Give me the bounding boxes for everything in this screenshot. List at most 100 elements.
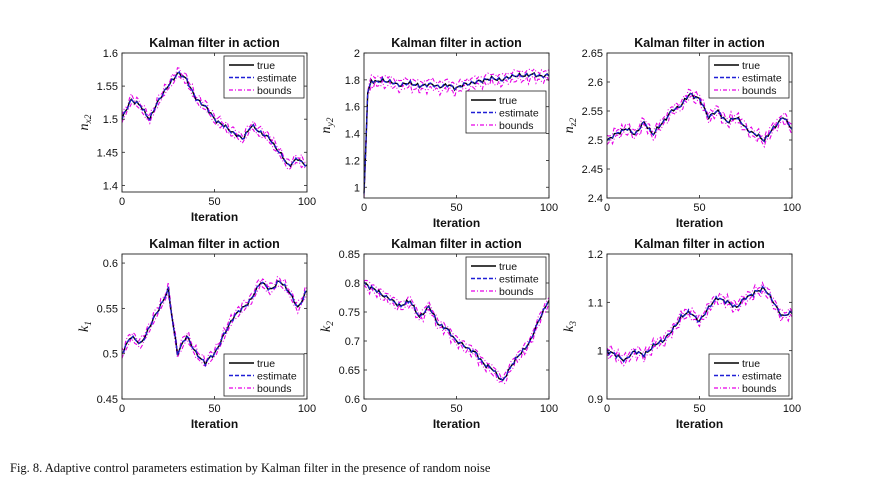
- y-tick-label: 2: [354, 48, 360, 60]
- x-tick-label: 100: [540, 403, 558, 415]
- y-axis-label-main: n: [77, 123, 92, 130]
- series-bounds-upper: [606, 281, 793, 358]
- series-estimate: [121, 279, 308, 368]
- legend-label-true: true: [257, 60, 275, 72]
- x-axis-label: Iteration: [191, 210, 238, 224]
- y-tick-label: 1.6: [103, 48, 118, 60]
- y-axis-label-main: k: [319, 325, 334, 332]
- series-bounds-lower: [121, 76, 308, 171]
- y-axis-label: k2: [319, 321, 336, 332]
- chart-title: Kalman filter in action: [391, 237, 522, 251]
- series-bounds-lower: [363, 72, 550, 199]
- series-bounds-upper: [121, 67, 308, 164]
- x-tick-label: 50: [693, 202, 705, 214]
- y-tick-label: 0.75: [339, 307, 360, 319]
- y-tick-label: 2.65: [582, 48, 603, 60]
- chart-panel-1: Kalman filter in action 0 50 100 1.4 1.45 1.5 1…: [77, 36, 316, 224]
- x-tick-label: 100: [783, 403, 801, 415]
- y-tick-label: 1.45: [97, 147, 118, 159]
- y-tick-label: 1.2: [345, 155, 360, 167]
- x-axis-label: Iteration: [433, 417, 480, 431]
- figure-caption: Fig. 8. Adaptive control parameters esti…: [10, 461, 491, 475]
- y-tick-label: 2.45: [582, 164, 603, 176]
- y-tick-label: 2.5: [588, 135, 603, 147]
- legend-label-bounds: bounds: [499, 120, 533, 132]
- chart-title: Kalman filter in action: [149, 36, 280, 50]
- chart-panel-3: Kalman filter in action 0 50 100 2.4 2.45 2.5 2…: [562, 36, 801, 230]
- y-tick-label: 1.5: [103, 114, 118, 126]
- legend-label-bounds: bounds: [257, 383, 291, 395]
- x-tick-label: 100: [298, 196, 316, 208]
- y-tick-label: 1: [354, 182, 360, 194]
- series-bounds-upper: [606, 88, 793, 139]
- y-axis-label: nz2: [562, 118, 579, 134]
- legend-label-bounds: bounds: [499, 286, 533, 298]
- y-axis-label-sub: y2: [326, 117, 336, 127]
- x-axis-label: Iteration: [676, 417, 723, 431]
- y-tick-label: 2.4: [588, 193, 603, 205]
- y-tick-label: 0.65: [339, 365, 360, 377]
- x-tick-label: 100: [298, 403, 316, 415]
- series-bounds-upper: [363, 279, 550, 379]
- x-tick-label: 100: [783, 202, 801, 214]
- y-tick-label: 1.55: [97, 81, 118, 93]
- x-tick-label: 0: [361, 403, 367, 415]
- x-tick-label: 100: [540, 202, 558, 214]
- y-tick-label: 2.55: [582, 106, 603, 118]
- y-axis-label-sub: x2: [84, 114, 94, 124]
- legend-label-true: true: [499, 261, 517, 273]
- chart-title: Kalman filter in action: [391, 36, 522, 50]
- y-tick-label: 0.6: [345, 394, 360, 406]
- legend-label-estimate: estimate: [257, 371, 297, 383]
- y-axis-label-sub: 1: [84, 321, 94, 326]
- x-tick-label: 50: [693, 403, 705, 415]
- y-tick-label: 1: [597, 346, 603, 358]
- y-tick-label: 1.4: [103, 180, 118, 192]
- legend-label-true: true: [742, 60, 760, 72]
- y-axis-label-sub: 2: [326, 321, 336, 326]
- y-tick-label: 0.45: [97, 394, 118, 406]
- y-tick-label: 1.6: [345, 102, 360, 114]
- series-bounds-upper: [363, 68, 550, 190]
- x-tick-label: 0: [361, 202, 367, 214]
- x-tick-label: 50: [208, 196, 220, 208]
- chart-title: Kalman filter in action: [149, 237, 280, 251]
- y-axis-label: k1: [77, 321, 94, 332]
- y-axis-label: k3: [562, 321, 579, 332]
- chart-panel-2: Kalman filter in action 0 50 100 1 1.2 1.4 1.6 1…: [319, 36, 558, 230]
- x-tick-label: 50: [208, 403, 220, 415]
- legend-label-estimate: estimate: [257, 73, 297, 85]
- x-axis-label: Iteration: [433, 216, 480, 230]
- x-axis-label: Iteration: [676, 216, 723, 230]
- legend-label-bounds: bounds: [742, 85, 776, 97]
- legend-label-true: true: [257, 358, 275, 370]
- x-tick-label: 0: [604, 202, 610, 214]
- chart-panel-5: Kalman filter in action 0 50 100 0.6 0.65 0.7 0…: [319, 237, 558, 431]
- y-axis-label-main: n: [562, 126, 577, 133]
- series-estimate: [121, 70, 308, 168]
- series-estimate: [363, 281, 550, 383]
- chart-title: Kalman filter in action: [634, 36, 765, 50]
- y-axis-label-main: n: [319, 126, 334, 133]
- y-tick-label: 2.6: [588, 77, 603, 89]
- x-tick-label: 50: [450, 403, 462, 415]
- y-tick-label: 1.8: [345, 75, 360, 87]
- series-bounds-upper: [121, 275, 308, 365]
- x-tick-label: 0: [119, 196, 125, 208]
- chart-panel-4: Kalman filter in action 0 50 100 0.45 0.5 0.55…: [77, 237, 316, 431]
- y-tick-label: 0.8: [345, 278, 360, 290]
- y-tick-label: 0.5: [103, 349, 118, 361]
- y-tick-label: 0.7: [345, 336, 360, 348]
- series-bounds-lower: [606, 94, 793, 149]
- legend-label-estimate: estimate: [499, 108, 539, 120]
- legend-label-estimate: estimate: [499, 274, 539, 286]
- chart-panel-6: Kalman filter in action 0 50 100 0.9 1 1.1 1.2 I…: [562, 237, 801, 431]
- y-tick-label: 0.85: [339, 249, 360, 261]
